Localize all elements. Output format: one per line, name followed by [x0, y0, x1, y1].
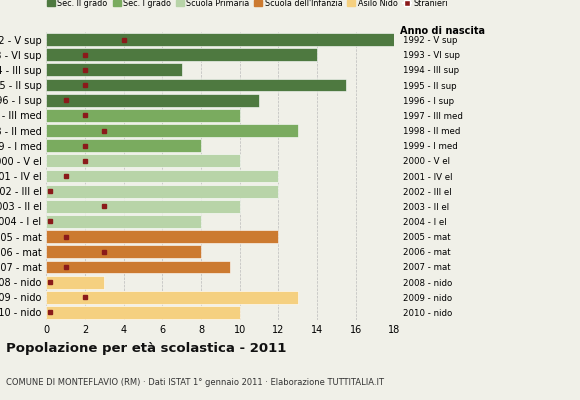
- Bar: [46, 185, 278, 198]
- Bar: [46, 94, 259, 107]
- Text: Anno di nascita: Anno di nascita: [400, 26, 485, 36]
- Bar: [46, 170, 278, 182]
- Legend: Sec. II grado, Sec. I grado, Scuola Primaria, Scuola dell'Infanzia, Asilo Nido, : Sec. II grado, Sec. I grado, Scuola Prim…: [47, 0, 448, 8]
- Bar: [46, 260, 230, 273]
- Bar: [46, 139, 201, 152]
- Bar: [46, 109, 240, 122]
- Text: COMUNE DI MONTEFLAVIO (RM) · Dati ISTAT 1° gennaio 2011 · Elaborazione TUTTITALI: COMUNE DI MONTEFLAVIO (RM) · Dati ISTAT …: [6, 378, 384, 387]
- Bar: [46, 64, 182, 76]
- Bar: [46, 276, 104, 288]
- Bar: [46, 33, 394, 46]
- Bar: [46, 306, 240, 319]
- Bar: [46, 291, 298, 304]
- Bar: [46, 124, 298, 137]
- Bar: [46, 79, 346, 92]
- Bar: [46, 154, 240, 167]
- Bar: [46, 200, 240, 213]
- Bar: [46, 245, 201, 258]
- Bar: [46, 215, 201, 228]
- Text: Popolazione per età scolastica - 2011: Popolazione per età scolastica - 2011: [6, 342, 286, 355]
- Bar: [46, 48, 317, 61]
- Bar: [46, 230, 278, 243]
